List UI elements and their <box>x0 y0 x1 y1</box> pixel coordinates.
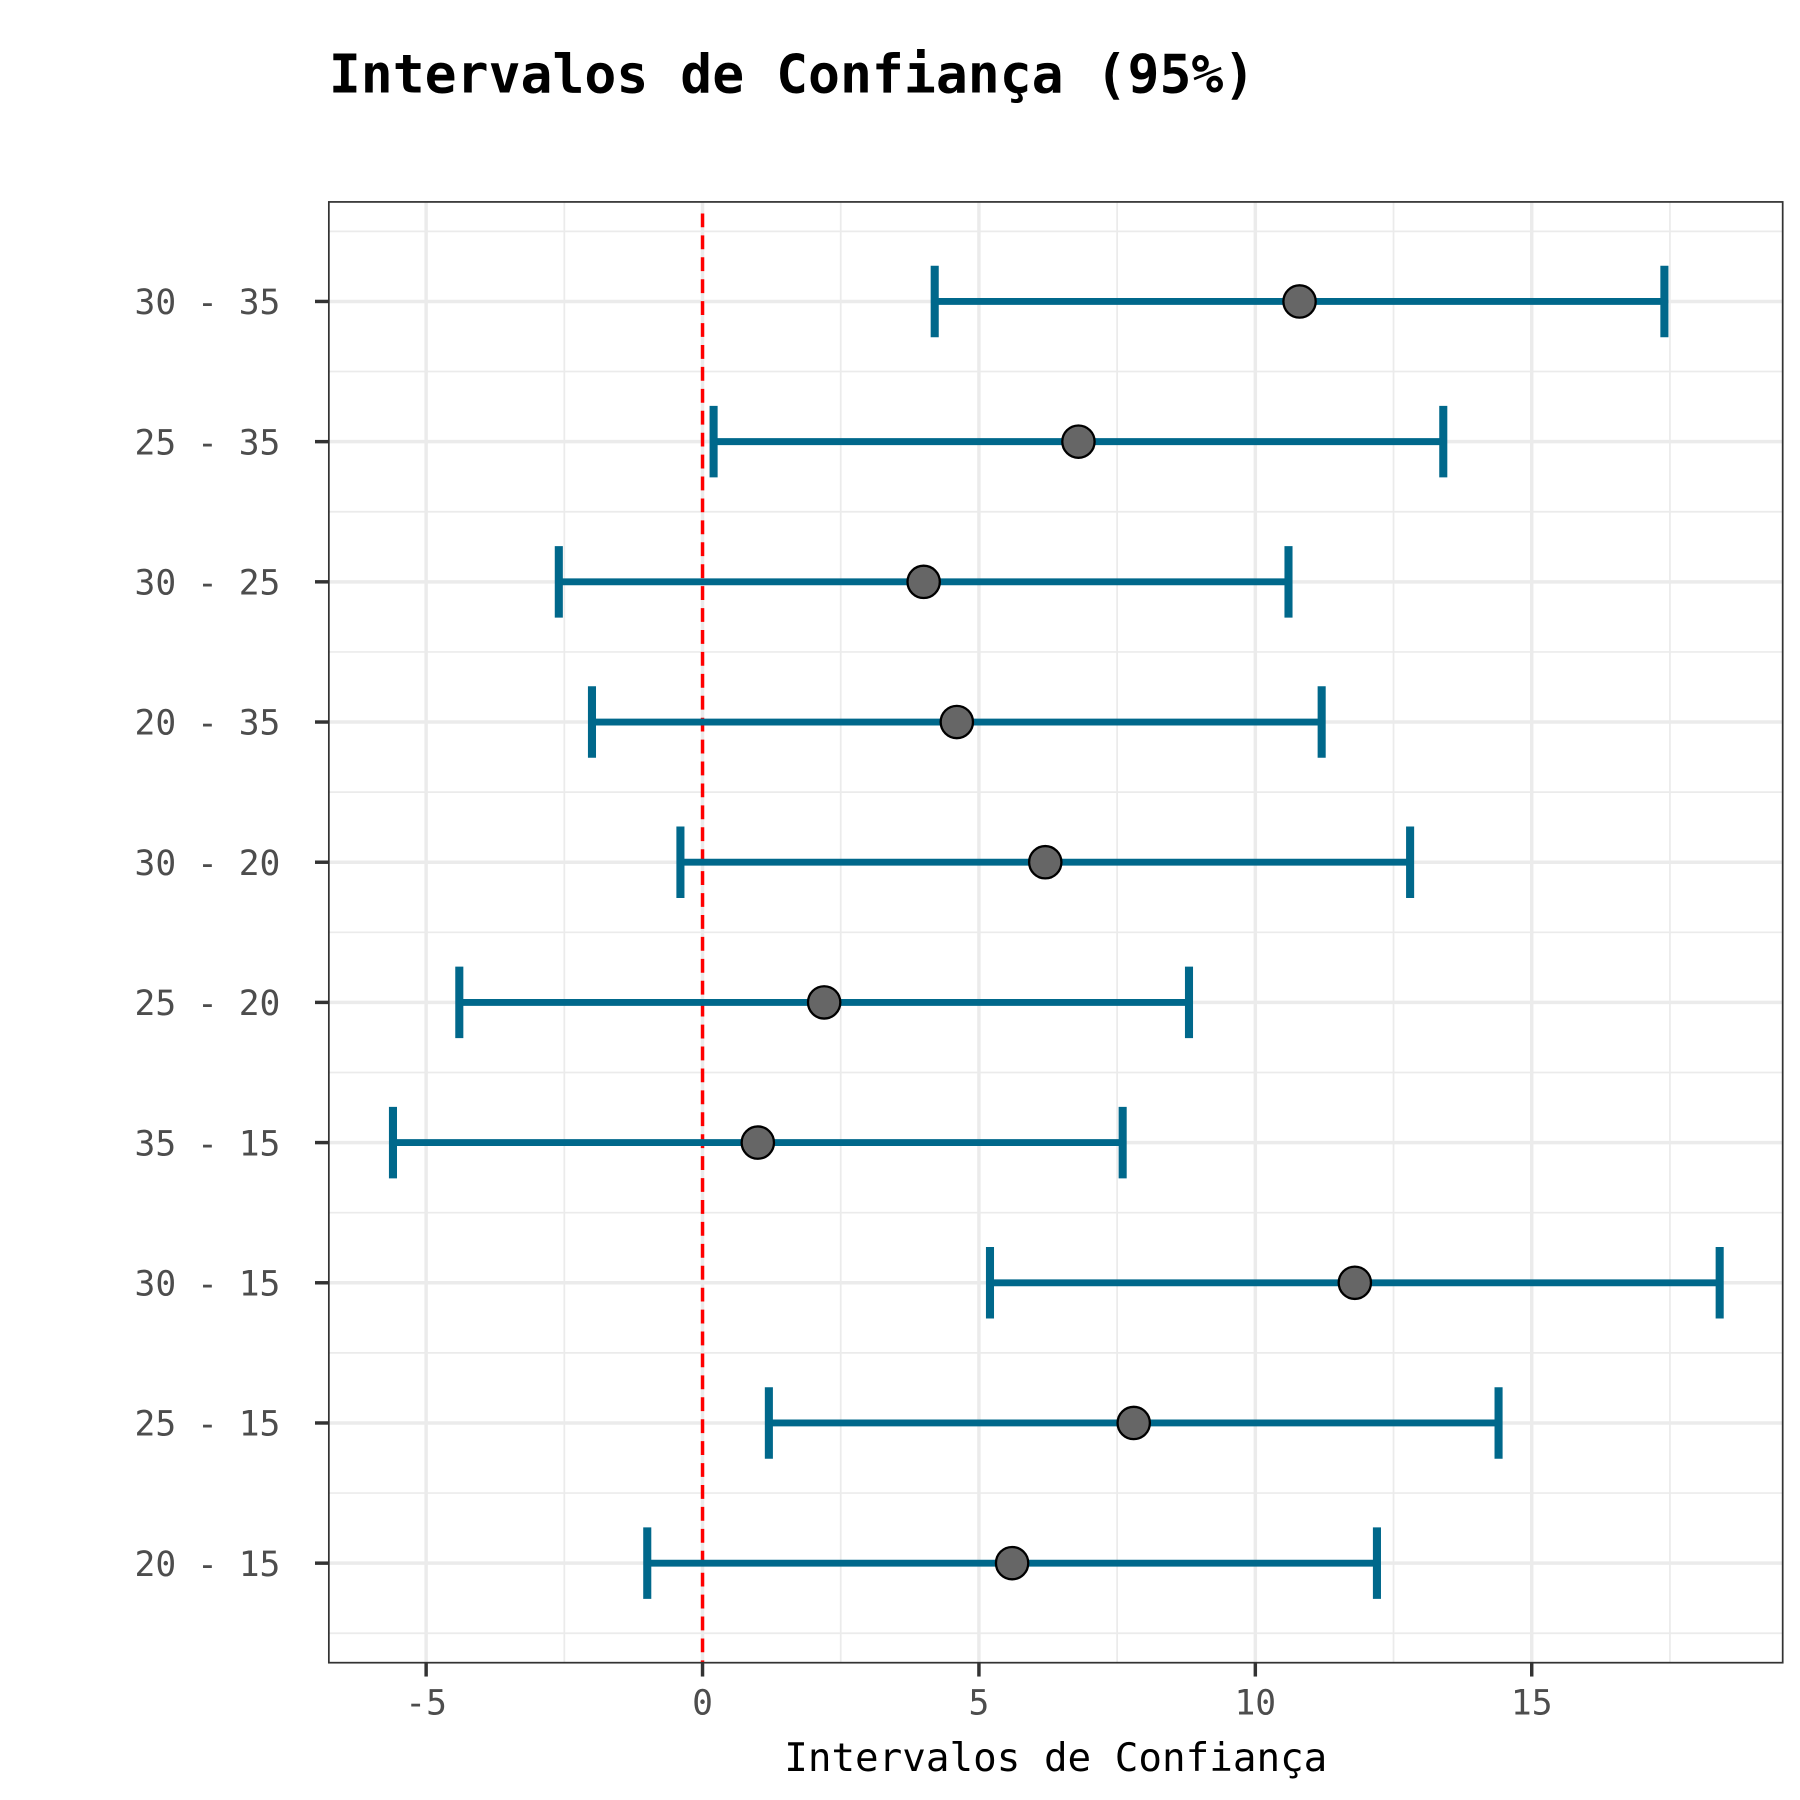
x-tick-label: 0 <box>692 1684 713 1724</box>
y-tick-label: 30 - 20 <box>135 844 281 884</box>
x-tick-label: -5 <box>405 1684 447 1724</box>
x-axis-label: Intervalos de Confiança <box>784 1736 1327 1781</box>
y-tick-label: 35 - 15 <box>135 1124 281 1164</box>
estimate-point <box>1116 1405 1152 1441</box>
y-tick-label: 25 - 20 <box>135 984 281 1024</box>
y-tick-label: 30 - 35 <box>135 283 281 323</box>
y-tick-label: 20 - 15 <box>135 1545 281 1585</box>
x-tick-label: 10 <box>1234 1684 1276 1724</box>
estimate-point <box>1027 844 1063 880</box>
estimate-point <box>1061 424 1096 459</box>
estimate-point <box>806 985 842 1020</box>
y-tick-label: 30 - 25 <box>135 564 281 604</box>
estimate-point <box>939 704 975 740</box>
estimate-point <box>994 1545 1030 1581</box>
y-tick-label: 20 - 35 <box>135 704 281 744</box>
x-tick-label: 5 <box>969 1684 990 1724</box>
chart-marks <box>388 213 1724 1663</box>
plot-panel-border <box>327 201 1784 1664</box>
axes: 20 - 15 25 - 15 30 - 15 35 - 15 25 - 20 30 - … <box>135 283 1553 1723</box>
estimate-point <box>740 1125 776 1160</box>
estimate-point <box>906 564 941 600</box>
y-tick-label: 25 - 35 <box>135 423 281 463</box>
estimate-point <box>1337 1265 1373 1301</box>
chart-title: Intervalos de Confiança (95%) <box>329 43 1255 105</box>
x-tick-label: 15 <box>1511 1684 1553 1724</box>
y-tick-label: 30 - 15 <box>135 1264 281 1304</box>
estimate-point <box>1282 284 1317 319</box>
y-tick-label: 25 - 15 <box>135 1405 281 1445</box>
